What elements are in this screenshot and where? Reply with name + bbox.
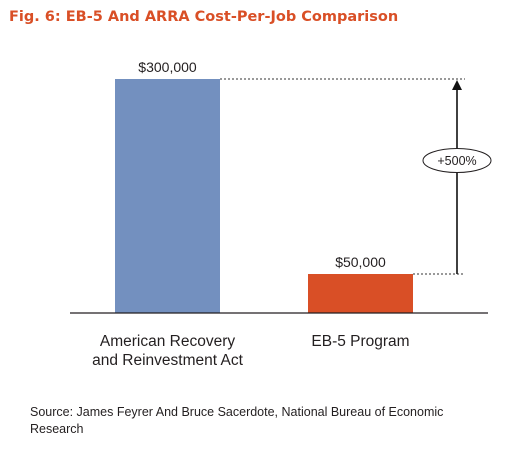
chart-title: Fig. 6: EB-5 And ARRA Cost-Per-Job Compa…	[9, 9, 399, 25]
bar-arra	[115, 79, 220, 313]
source-note: Source: James Feyrer And Bruce Sacerdote…	[30, 405, 444, 436]
bar-eb5	[308, 274, 413, 313]
data-label: $300,000	[138, 59, 197, 75]
data-label: $50,000	[335, 254, 386, 270]
change-label: +500%	[437, 154, 476, 168]
tick-label: EB-5 Program	[311, 333, 409, 350]
tick-label: American Recovery and Reinvestment Act	[92, 333, 243, 369]
change-badge	[422, 148, 492, 173]
